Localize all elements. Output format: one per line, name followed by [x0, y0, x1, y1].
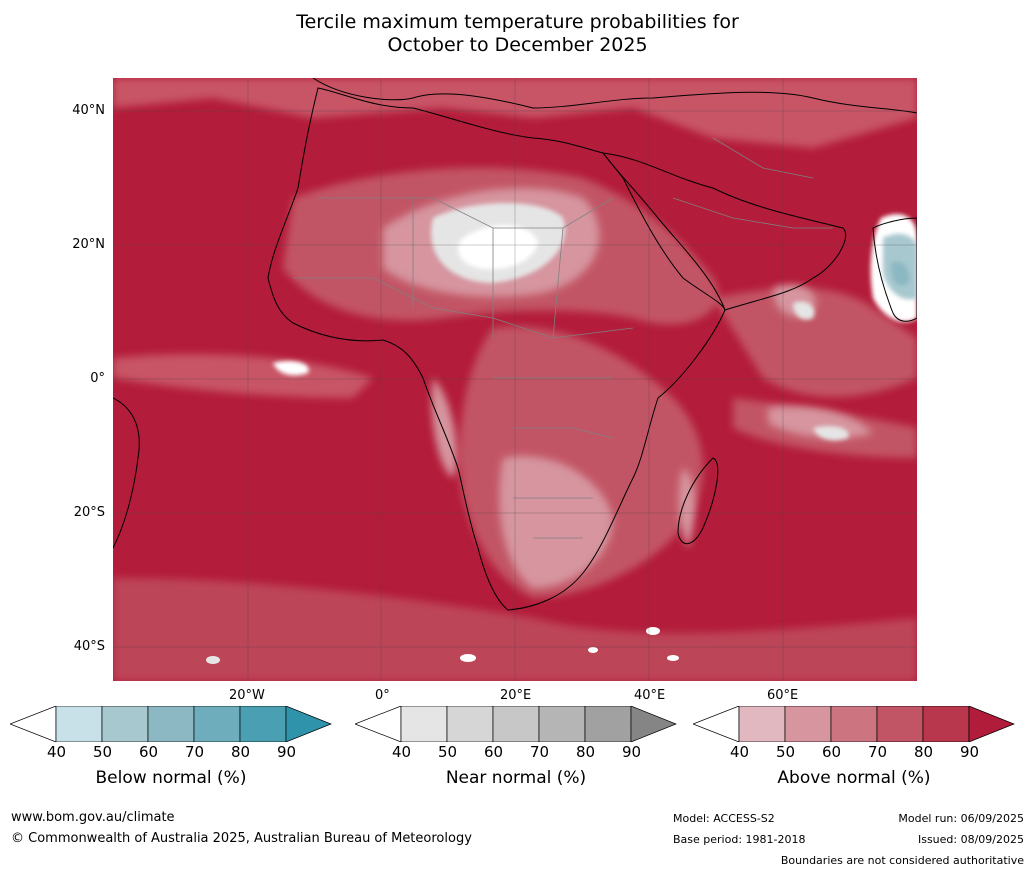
- legend-near-normal-title: Near normal (%): [445, 768, 587, 788]
- legend-above-tick: 60: [822, 743, 842, 761]
- lat-label-40s: 40°S: [73, 639, 105, 654]
- legend-below-normal-title: Below normal (%): [95, 768, 247, 788]
- legend-above-swatch-3: [830, 706, 878, 742]
- legend-below-swatch-1: [55, 706, 103, 742]
- legend-below-swatch-2: [101, 706, 149, 742]
- legend-near-swatch-2: [446, 706, 494, 742]
- footer-base-period: Base period: 1981-2018: [673, 833, 806, 846]
- legend-above-swatch-2: [784, 706, 832, 742]
- legend-above-tick: 80: [914, 743, 934, 761]
- legend-near-tick: 60: [484, 743, 504, 761]
- coastlines: [113, 78, 917, 611]
- legend-above-tick: 40: [730, 743, 750, 761]
- legend-near-tick: 50: [438, 743, 458, 761]
- southern-ocean-blobs: [206, 627, 679, 664]
- legend-near-swatch-1: [400, 706, 448, 742]
- footer-model-run: Model run: 06/09/2025: [898, 812, 1024, 825]
- legend-near-swatch-under: [355, 706, 402, 742]
- footer-copyright: © Commonwealth of Australia 2025, Austra…: [11, 831, 472, 846]
- legend-above-swatch-4: [876, 706, 924, 742]
- legend-above-swatch-over: [968, 706, 1015, 742]
- legend-near-normal-colorbar: [355, 706, 677, 742]
- legend-above-swatch-5: [922, 706, 970, 742]
- india-coastline: [872, 217, 917, 322]
- lon-label-20w: 20°W: [229, 688, 265, 703]
- footer-model: Model: ACCESS-S2: [673, 812, 775, 825]
- legend-near-tick: 80: [576, 743, 596, 761]
- arabia-coastline: [601, 152, 847, 311]
- probability-map: [113, 78, 917, 681]
- legend-above-normal-title: Above normal (%): [777, 768, 931, 788]
- legend-below-swatch-4: [193, 706, 241, 742]
- africa-coastline: [267, 87, 726, 611]
- legend-below-swatch-3: [147, 706, 195, 742]
- graticule: [113, 78, 917, 681]
- lon-label-20e: 20°E: [500, 688, 532, 703]
- legend-near-swatch-3: [492, 706, 540, 742]
- legend-below-swatch-under: [10, 706, 57, 742]
- lon-label-0: 0°: [375, 688, 390, 703]
- map-title-line-1: Tercile maximum temperature probabilitie…: [296, 11, 739, 33]
- lat-label-20n: 20°N: [72, 237, 105, 252]
- legend-below-tick: 40: [47, 743, 67, 761]
- footer-disclaimer: Boundaries are not considered authoritat…: [780, 854, 1024, 867]
- legend-below-normal-colorbar: [10, 706, 332, 742]
- legend-near-swatch-4: [538, 706, 586, 742]
- legend-near-swatch-over: [630, 706, 677, 742]
- south-america-coastline: [113, 397, 140, 549]
- lat-label-0: 0°: [90, 371, 105, 386]
- lon-label-60e: 60°E: [767, 688, 799, 703]
- map-canvas: [113, 78, 917, 681]
- legend-above-swatch-1: [738, 706, 786, 742]
- legend-below-tick: 90: [277, 743, 297, 761]
- legend-below-swatch-5: [239, 706, 287, 742]
- legend-near-swatch-5: [584, 706, 632, 742]
- legend-below-tick: 60: [139, 743, 159, 761]
- legend-below-tick: 70: [185, 743, 205, 761]
- legend-above-swatch-under: [693, 706, 740, 742]
- legend-below-swatch-over: [285, 706, 332, 742]
- country-boundaries: [293, 137, 833, 539]
- lon-label-40e: 40°E: [634, 688, 666, 703]
- footer-issued: Issued: 08/09/2025: [917, 833, 1024, 846]
- legend-below-tick: 50: [93, 743, 113, 761]
- madagascar-coastline: [677, 457, 719, 545]
- lat-label-20s: 20°S: [73, 505, 105, 520]
- legend-below-tick: 80: [231, 743, 251, 761]
- lat-label-40n: 40°N: [72, 103, 105, 118]
- footer-website-link[interactable]: www.bom.gov.au/climate: [11, 810, 175, 825]
- legend-above-tick: 70: [868, 743, 888, 761]
- below-normal-zone-india: [883, 233, 917, 300]
- legend-near-tick: 70: [530, 743, 550, 761]
- legend-above-normal-colorbar: [693, 706, 1015, 742]
- legend-above-tick: 50: [776, 743, 796, 761]
- legend-near-tick: 40: [392, 743, 412, 761]
- legend-above-tick: 90: [960, 743, 980, 761]
- europe-coastline: [312, 78, 917, 114]
- legend-near-tick: 90: [622, 743, 642, 761]
- map-title-line-2: October to December 2025: [387, 34, 648, 56]
